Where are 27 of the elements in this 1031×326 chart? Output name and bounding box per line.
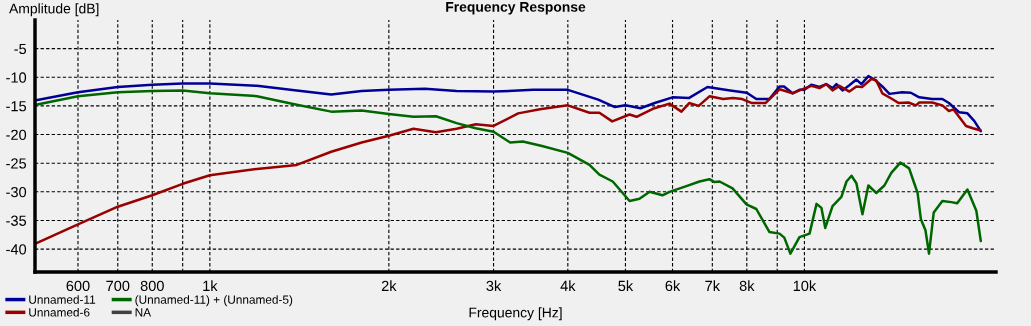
y-tick-label: -20 — [6, 129, 27, 140]
x-axis-title: Frequency [Hz] — [469, 307, 562, 321]
x-tick-label: 600 — [66, 280, 90, 292]
x-tick-label: 7k — [705, 280, 721, 291]
chart-title: Frequency Response — [446, 2, 586, 15]
legend-label: Unnamed-6 — [29, 307, 90, 317]
y-tick-label: -10 — [6, 72, 27, 83]
y-tick-label: -15 — [6, 101, 27, 112]
x-tick-label: 8k — [739, 280, 755, 292]
y-tick-label: -30 — [6, 186, 27, 198]
y-tick-label: -40 — [6, 244, 27, 255]
y-tick-label: -25 — [6, 158, 27, 169]
x-tick-label: 10k — [793, 280, 817, 292]
x-tick-label: 4k — [560, 280, 576, 291]
legend-label: (Unnamed-11) + (Unnamed-5) — [135, 295, 293, 307]
legend-label: NA — [135, 308, 152, 317]
y-tick-label: -5 — [14, 43, 27, 55]
x-tick-label: 5k — [618, 280, 634, 292]
y-axis-title: Amplitude [dB] — [9, 3, 99, 17]
legend-label: Unnamed-11 — [29, 295, 96, 304]
x-tick-label: 1k — [203, 280, 218, 291]
y-tick-label: -35 — [6, 215, 27, 226]
x-tick-label: 6k — [665, 280, 681, 292]
x-tick-label: 700 — [106, 280, 130, 292]
x-tick-label: 800 — [140, 280, 164, 292]
x-tick-label: 2k — [381, 280, 397, 291]
x-tick-label: 3k — [486, 280, 502, 292]
